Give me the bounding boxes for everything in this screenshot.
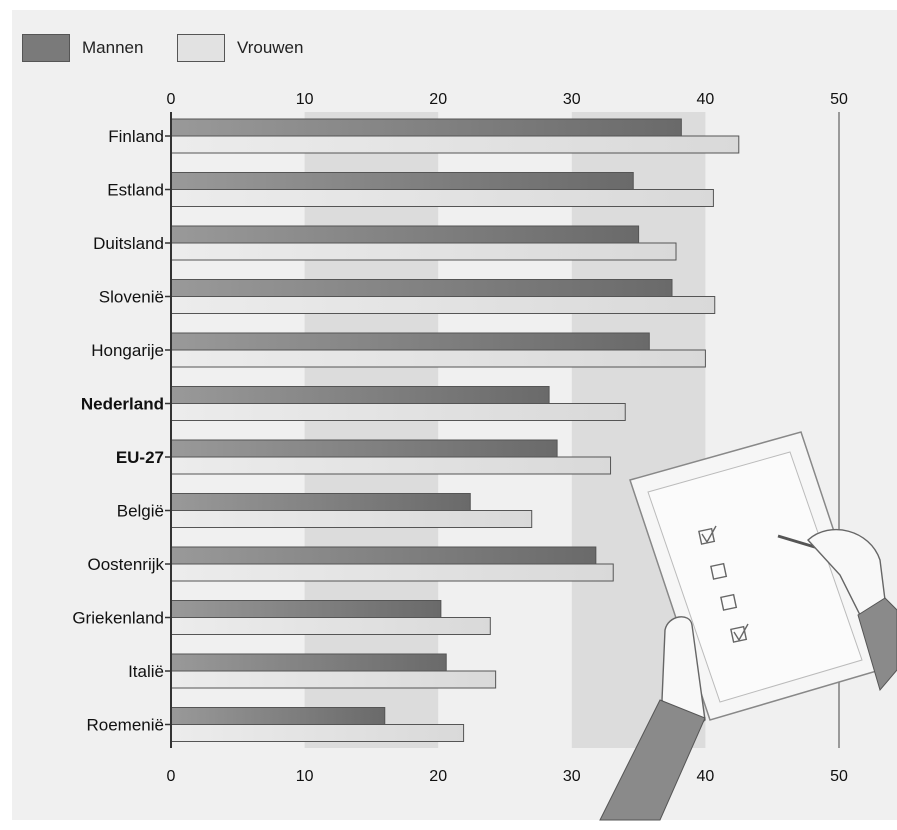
bar-mannen-duitsland — [170, 225, 640, 244]
category-label-roemeni-: Roemenië — [87, 716, 165, 735]
bar-vrouwen-griekenland — [170, 617, 491, 635]
bar-vrouwen-roemeni- — [170, 724, 465, 742]
top-tick-label-30: 30 — [563, 91, 581, 108]
bar-mannen-sloveni- — [170, 279, 673, 297]
top-tick-label-50: 50 — [830, 91, 848, 108]
bottom-tick-label-50: 50 — [830, 768, 848, 785]
bar-mannen-belgi- — [170, 493, 471, 511]
category-label-hongarije: Hongarije — [91, 341, 164, 360]
bar-vrouwen-duitsland — [170, 242, 677, 261]
bar-mannen-estland — [170, 172, 634, 190]
bar-mannen-nederland — [170, 386, 550, 404]
category-label-griekenland: Griekenland — [72, 609, 164, 628]
bar-vrouwen-oostenrijk — [170, 563, 614, 582]
bottom-tick-label-40: 40 — [697, 768, 715, 785]
bottom-tick-label-20: 20 — [429, 768, 447, 785]
top-tick-label-40: 40 — [697, 91, 715, 108]
category-label-itali-: Italië — [128, 662, 164, 681]
top-tick-label-20: 20 — [429, 91, 447, 108]
category-label-estland: Estland — [107, 181, 164, 200]
category-label-eu-27: EU-27 — [116, 448, 164, 467]
bar-mannen-eu-27 — [170, 439, 558, 458]
legend-swatch-mannen — [22, 34, 70, 62]
bar-mannen-hongarije — [170, 332, 650, 351]
category-label-duitsland: Duitsland — [93, 234, 164, 253]
shaded-band-10-20 — [304, 112, 439, 748]
top-tick-label-10: 10 — [296, 91, 314, 108]
bottom-tick-label-10: 10 — [296, 768, 314, 785]
top-tick-label-0: 0 — [167, 91, 176, 108]
bar-vrouwen-sloveni- — [170, 296, 716, 314]
bar-vrouwen-nederland — [170, 403, 626, 421]
bar-mannen-itali- — [170, 653, 447, 672]
legend-label-mannen: Mannen — [82, 38, 144, 57]
category-label-oostenrijk: Oostenrijk — [87, 555, 164, 574]
sleeve-icon — [599, 597, 897, 821]
bar-vrouwen-eu-27 — [170, 456, 612, 475]
category-label-finland: Finland — [108, 127, 164, 146]
bar-vrouwen-finland — [170, 135, 740, 154]
bar-vrouwen-estland — [170, 189, 714, 207]
bar-vrouwen-itali- — [170, 670, 497, 689]
bar-mannen-finland — [170, 118, 682, 137]
legend-swatch-vrouwen — [177, 34, 225, 62]
legend-label-vrouwen: Vrouwen — [237, 38, 304, 57]
category-label-nederland: Nederland — [81, 395, 164, 414]
category-label-belgi-: België — [117, 502, 164, 521]
bottom-tick-label-30: 30 — [563, 768, 581, 785]
bar-vrouwen-belgi- — [170, 510, 533, 528]
bottom-tick-label-0: 0 — [167, 768, 176, 785]
bar-vrouwen-hongarije — [170, 349, 706, 368]
bar-mannen-roemeni- — [170, 707, 386, 725]
clipboard-illustration — [599, 431, 897, 821]
bar-mannen-griekenland — [170, 600, 442, 618]
category-label-sloveni-: Slovenië — [99, 288, 164, 307]
bar-mannen-oostenrijk — [170, 546, 597, 565]
